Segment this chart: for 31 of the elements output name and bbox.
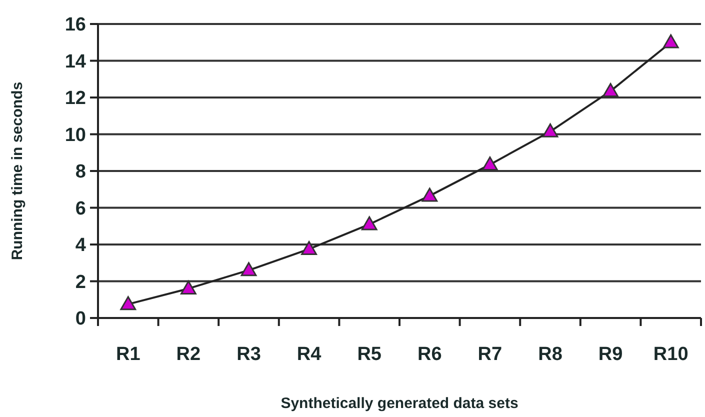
- y-tick-label: 16: [64, 14, 86, 36]
- x-tick-label: R9: [598, 344, 623, 365]
- y-tick-label: 0: [75, 308, 86, 330]
- point: [422, 188, 438, 202]
- y-tick-label: 14: [64, 51, 86, 72]
- point: [662, 34, 679, 48]
- x-tick-label: R2: [176, 344, 201, 365]
- x-tick-label: R8: [538, 344, 562, 365]
- y-tick-label: 6: [75, 198, 86, 220]
- point: [120, 296, 136, 310]
- y-tick-label: 2: [75, 272, 86, 293]
- y-axis-title: Running time in seconds: [9, 82, 26, 260]
- x-tick-label: R5: [357, 344, 382, 365]
- y-tick-label: 8: [75, 162, 86, 183]
- x-tick-label: R10: [653, 344, 688, 365]
- y-tick-label: 4: [75, 235, 86, 256]
- point: [482, 156, 498, 170]
- x-axis-title: Synthetically generated data sets: [280, 395, 518, 412]
- x-tick-label: R6: [418, 344, 442, 365]
- x-tick-label: R4: [296, 344, 322, 365]
- x-tick-label: R1: [116, 344, 141, 365]
- x-tick-label: R3: [236, 344, 261, 365]
- point: [361, 216, 378, 230]
- point: [180, 280, 196, 295]
- point: [542, 123, 558, 138]
- x-tick-label: R7: [478, 344, 502, 365]
- y-tick-label: 10: [64, 124, 86, 146]
- y-tick-label: 12: [64, 88, 86, 110]
- point: [301, 241, 318, 256]
- point: [602, 82, 619, 97]
- point: [240, 262, 257, 276]
